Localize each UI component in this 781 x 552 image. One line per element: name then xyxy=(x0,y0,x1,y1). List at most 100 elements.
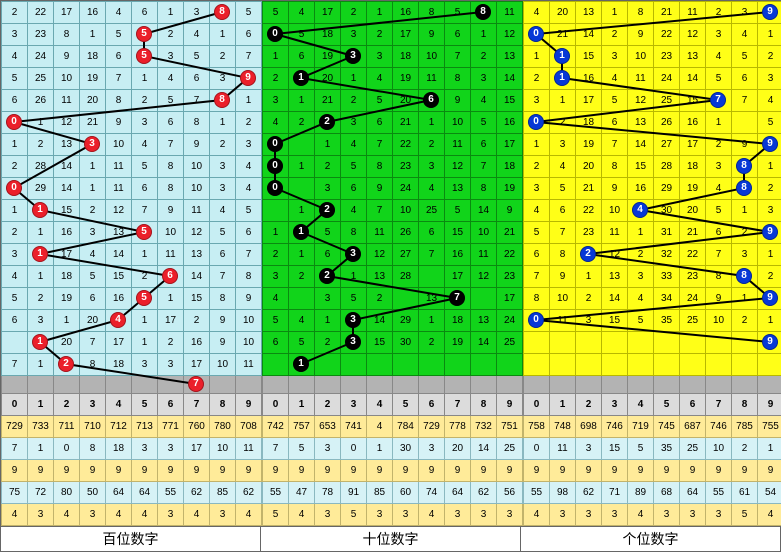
cell: 2 xyxy=(263,244,289,266)
cell: 2 xyxy=(341,2,367,24)
cell xyxy=(758,354,781,376)
cell: 14 xyxy=(471,200,497,222)
stat-cell: 55 xyxy=(158,482,184,504)
cell: 2 xyxy=(524,156,550,178)
cell: 4 xyxy=(419,178,445,200)
cell xyxy=(341,354,367,376)
sep-cell xyxy=(393,376,419,394)
cell: 4 xyxy=(236,156,262,178)
cell: 10 xyxy=(236,310,262,332)
cell: 12 xyxy=(184,222,210,244)
cell: 1 xyxy=(80,178,106,200)
cell: 20 xyxy=(393,90,419,112)
cell: 9 xyxy=(367,178,393,200)
cell: 5 xyxy=(706,68,732,90)
cell: 6 xyxy=(2,90,28,112)
cell: 18 xyxy=(445,310,471,332)
stat-cell: 712 xyxy=(106,416,132,438)
cell xyxy=(628,354,654,376)
stat-cell: 3 xyxy=(393,504,419,526)
cell: 18 xyxy=(680,156,706,178)
cell: 10 xyxy=(158,222,184,244)
cell: 16 xyxy=(184,332,210,354)
ball-shi: 8 xyxy=(475,4,491,20)
cell: 8 xyxy=(367,156,393,178)
cell: 4 xyxy=(550,156,576,178)
cell: 9 xyxy=(419,24,445,46)
stat-cell: 3 xyxy=(471,504,497,526)
cell: 14 xyxy=(576,24,602,46)
sep-cell xyxy=(758,376,781,394)
stat-cell: 719 xyxy=(628,416,654,438)
cell: 7 xyxy=(80,332,106,354)
cell: 34 xyxy=(654,288,680,310)
cell: 19 xyxy=(576,134,602,156)
cell: 10 xyxy=(184,178,210,200)
cell: 19 xyxy=(80,68,106,90)
cell: 1 xyxy=(210,112,236,134)
stat-cell: 3 xyxy=(576,504,602,526)
cell: 3 xyxy=(706,156,732,178)
cell: 13 xyxy=(106,222,132,244)
panel-label-shi: 十位数字 xyxy=(261,527,521,551)
cell: 21 xyxy=(550,24,576,46)
cell: 21 xyxy=(654,2,680,24)
sep-cell xyxy=(80,376,106,394)
ball-ge: 0 xyxy=(528,26,544,42)
sep-cell xyxy=(236,376,262,394)
cell: 15 xyxy=(628,156,654,178)
cell: 16 xyxy=(628,178,654,200)
cell: 6 xyxy=(602,112,628,134)
cell: 20 xyxy=(680,200,706,222)
cell: 7 xyxy=(419,244,445,266)
cell: 9 xyxy=(628,24,654,46)
cell: 1 xyxy=(210,24,236,46)
stat-cell: 56 xyxy=(497,482,523,504)
cell: 2 xyxy=(132,90,158,112)
stat-cell: 62 xyxy=(471,482,497,504)
cell: 9 xyxy=(210,310,236,332)
stat-cell: 751 xyxy=(497,416,523,438)
cell: 7 xyxy=(2,354,28,376)
cell: 5 xyxy=(132,156,158,178)
cell: 12 xyxy=(367,244,393,266)
stat-cell: 9 xyxy=(732,460,758,482)
cell: 15 xyxy=(54,200,80,222)
cell: 23 xyxy=(28,24,54,46)
cell: 25 xyxy=(680,310,706,332)
cell xyxy=(576,332,602,354)
stat-cell: 64 xyxy=(680,482,706,504)
sep-cell xyxy=(210,376,236,394)
cell: 8 xyxy=(236,266,262,288)
cell: 5 xyxy=(732,46,758,68)
ball-shi: 7 xyxy=(449,290,465,306)
cell: 1 xyxy=(602,2,628,24)
cell: 24 xyxy=(28,46,54,68)
stat-cell: 10 xyxy=(706,438,732,460)
col-header: 2 xyxy=(576,394,602,416)
ball-shi: 3 xyxy=(345,48,361,64)
cell: 5 xyxy=(315,222,341,244)
cell: 10 xyxy=(393,200,419,222)
stat-cell: 9 xyxy=(628,460,654,482)
cell: 3 xyxy=(158,46,184,68)
cell: 19 xyxy=(393,68,419,90)
ball-ge: 8 xyxy=(736,158,752,174)
ball-bai: 1 xyxy=(32,246,48,262)
ball-ge: 9 xyxy=(762,4,778,20)
cell: 31 xyxy=(654,222,680,244)
stat-cell: 5 xyxy=(263,504,289,526)
cell: 3 xyxy=(2,24,28,46)
stat-cell: 653 xyxy=(315,416,341,438)
cell: 7 xyxy=(524,266,550,288)
stat-cell: 9 xyxy=(602,460,628,482)
cell: 8 xyxy=(341,222,367,244)
cell: 14 xyxy=(497,68,523,90)
cell: 6 xyxy=(550,200,576,222)
cell: 11 xyxy=(419,68,445,90)
cell: 1 xyxy=(132,244,158,266)
cell: 28 xyxy=(28,156,54,178)
cell: 11 xyxy=(602,222,628,244)
cell: 2 xyxy=(732,310,758,332)
stat-cell: 64 xyxy=(106,482,132,504)
